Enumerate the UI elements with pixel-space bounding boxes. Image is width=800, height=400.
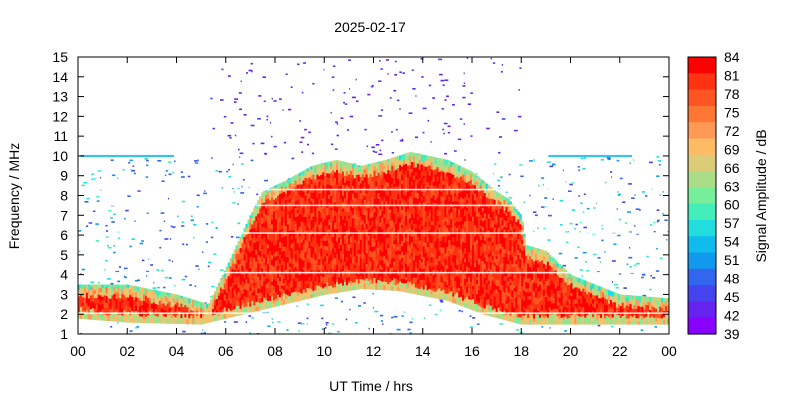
signal-band <box>78 152 669 325</box>
y-tick-label: 4 <box>60 267 68 283</box>
x-tick-label: 20 <box>563 343 579 359</box>
colorbar-swatch <box>688 301 716 319</box>
y-tick-label: 7 <box>60 207 68 223</box>
colorbar-swatch <box>688 285 716 303</box>
colorbar-swatch <box>688 203 716 221</box>
colorbar-tick-label: 81 <box>724 67 740 83</box>
colorbar-tick-label: 51 <box>724 252 740 268</box>
colorbar-tick-label: 72 <box>724 123 740 139</box>
colorbar-frame <box>687 56 717 335</box>
colorbar-tick-label: 78 <box>724 86 740 102</box>
colorbar-tick-label: 63 <box>724 178 740 194</box>
y-tick-label: 6 <box>60 227 68 243</box>
y-tick-label: 8 <box>60 188 68 204</box>
colorbar-tick-label: 54 <box>724 234 740 250</box>
chart-title: 2025-02-17 <box>334 19 406 35</box>
y-tick-label: 1 <box>60 326 68 342</box>
x-axis-ticks: 00 02 04 06 08 10 12 14 16 18 20 22 00 <box>70 57 677 359</box>
x-tick-label: 12 <box>366 343 382 359</box>
colorbar-swatch <box>688 89 716 107</box>
colorbar-tick-label: 39 <box>724 326 740 342</box>
colorbar-swatch <box>688 187 716 205</box>
x-axis-label: UT Time / hrs <box>329 378 413 394</box>
colorbar-tick-label: 66 <box>724 160 740 176</box>
colorbar-ticks: 84 81 78 75 72 69 66 63 60 57 54 51 48 45 42 39 <box>724 49 740 342</box>
colorbar-swatch <box>688 219 716 237</box>
colorbar-tick-label: 45 <box>724 289 740 305</box>
y-tick-label: 3 <box>60 286 68 302</box>
x-tick-label: 02 <box>119 343 135 359</box>
colorbar-swatch <box>688 252 716 270</box>
x-tick-label: 04 <box>169 343 185 359</box>
colorbar-swatch <box>688 57 716 74</box>
colorbar-tick-label: 75 <box>724 104 740 120</box>
colorbar-tick-label: 60 <box>724 197 740 213</box>
y-tick-label: 5 <box>60 247 68 263</box>
colorbar-swatch <box>688 268 716 286</box>
colorbar-swatch <box>688 236 716 254</box>
colorbar-swatch <box>688 154 716 172</box>
x-tick-label: 10 <box>316 343 332 359</box>
x-tick-label: 22 <box>612 343 628 359</box>
y-tick-label: 13 <box>52 89 68 105</box>
colorbar-label: Signal Amplitude / dB <box>753 129 769 262</box>
colorbar-swatch <box>688 317 716 335</box>
colorbar-tick-label: 48 <box>724 271 740 287</box>
y-tick-label: 9 <box>60 168 68 184</box>
y-tick-label: 12 <box>52 108 68 124</box>
y-tick-label: 2 <box>60 306 68 322</box>
x-tick-label: 00 <box>661 343 677 359</box>
colorbar-tick-label: 57 <box>724 215 740 231</box>
colorbar-tick-label: 69 <box>724 141 740 157</box>
x-tick-label: 06 <box>218 343 234 359</box>
colorbar-tick-label: 84 <box>724 49 740 65</box>
colorbar-tick-label: 42 <box>724 308 740 324</box>
y-tick-label: 15 <box>52 49 68 65</box>
y-axis-label: Frequency / MHz <box>6 143 22 250</box>
colorbar-swatch <box>688 105 716 123</box>
colorbar-swatch <box>688 122 716 140</box>
colorbar-swatch <box>688 138 716 156</box>
y-tick-label: 11 <box>53 128 68 144</box>
y-tick-label: 10 <box>52 148 68 164</box>
colorbar <box>687 56 717 335</box>
x-tick-label: 16 <box>464 343 480 359</box>
y-tick-label: 14 <box>52 69 68 85</box>
x-tick-label: 14 <box>415 343 431 359</box>
x-tick-label: 00 <box>70 343 86 359</box>
colorbar-swatch <box>688 73 716 91</box>
colorbar-swatch <box>688 171 716 188</box>
x-tick-label: 18 <box>513 343 529 359</box>
x-tick-label: 08 <box>267 343 283 359</box>
